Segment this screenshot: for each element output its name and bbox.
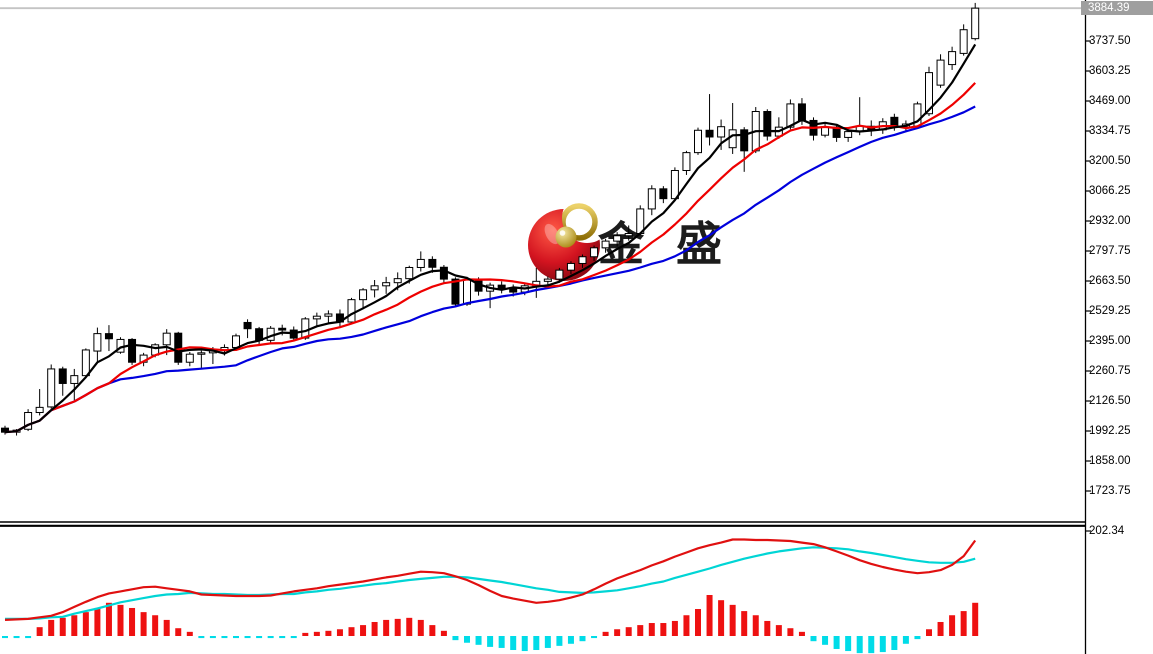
indicator-max-label: 202.34 [1089, 525, 1125, 537]
macd-lines-group [4, 538, 977, 621]
current-price-label: 3884.39 [1088, 2, 1130, 14]
macd-main-line [4, 538, 977, 621]
macd-signal-line [5, 546, 976, 621]
current-price-tag: 3884.39 [1081, 1, 1153, 15]
logo-ball-icon [555, 226, 577, 248]
ma-lines-group [4, 82, 976, 434]
ma-21-line [4, 105, 976, 434]
candles-group [1, 2, 980, 436]
price-axis [1084, 0, 1091, 654]
macd-histogram-group [2, 595, 979, 654]
ma-lines-group [4, 43, 977, 434]
ma-lines-group [4, 105, 976, 434]
panel-separator [0, 521, 1085, 527]
ma-10-line [4, 82, 976, 434]
ma-5-line [4, 43, 977, 434]
